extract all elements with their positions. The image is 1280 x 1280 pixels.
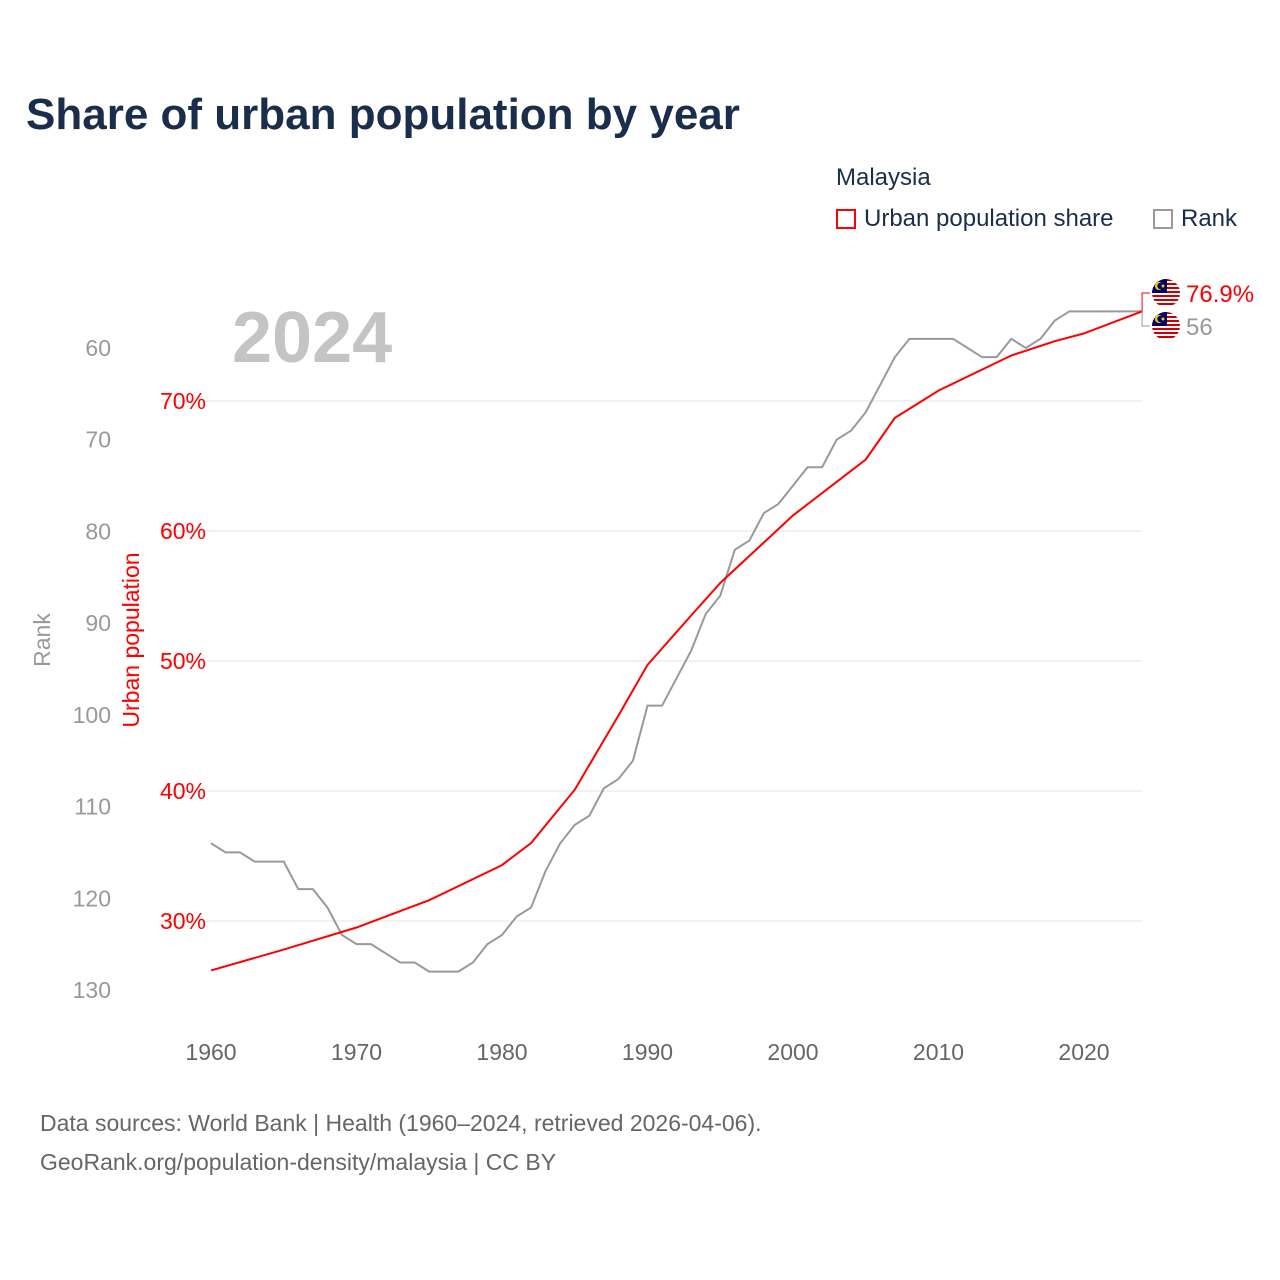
x-tick-label: 2000 [767,1039,818,1065]
flag-stripe [1152,295,1180,297]
x-tick-label: 1970 [331,1039,382,1065]
rank-line [210,310,1143,973]
urban-tick-label: 30% [160,908,206,934]
urban-tick-label: 60% [160,518,206,544]
rank-connector [1141,311,1150,327]
legend-item-urban[interactable]: Urban population share [836,205,1114,233]
legend-label-rank: Rank [1181,205,1238,232]
footer-link[interactable]: GeoRank.org/population-density/malaysia … [40,1149,557,1175]
flag-body [1152,279,1180,307]
rank-end-label: 56 [1186,314,1213,341]
legend-swatch-rank [1153,209,1173,229]
urban-tick-label: 50% [160,648,206,674]
legend-swatch-urban [836,209,856,229]
flag-body [1152,312,1180,340]
malaysia-flag-icon [1152,312,1180,340]
footer-sources: Data sources: World Bank | Health (1960–… [40,1110,762,1136]
x-tick-label: 2020 [1058,1039,1109,1065]
rank-tick-label: 60 [85,335,111,361]
urban-line [210,310,1143,972]
x-tick-label: 2010 [913,1039,964,1065]
rank-tick-label: 100 [73,702,111,728]
urban-tick-label: 70% [160,388,206,414]
urban-connector [1141,292,1150,312]
flag-star [1161,317,1165,321]
legend-label-urban: Urban population share [864,205,1114,232]
flag-stripe [1152,332,1180,334]
flag-stripe [1152,328,1180,330]
flag-crescent-cut [1157,282,1164,290]
year-watermark: 2024 [232,298,392,378]
flag-star [1161,284,1165,288]
legend-title: Malaysia [836,164,931,191]
rank-tick-label: 70 [85,427,111,453]
malaysia-flag-icon [1152,279,1180,307]
legend-item-rank[interactable]: Rank [1153,205,1237,233]
flag-stripe [1152,336,1180,338]
chart-title: Share of urban population by year [26,90,740,139]
rank-tick-label: 130 [73,977,111,1003]
rank-tick-label: 110 [74,794,111,820]
rank-tick-label: 120 [73,885,111,911]
rank-tick-label: 80 [85,518,111,544]
x-tick-label: 1980 [476,1039,527,1065]
rank-tick-label: 90 [85,610,111,636]
rank-axis-label: Rank [29,613,55,667]
x-tick-label: 1990 [622,1039,673,1065]
flag-crescent-cut [1157,315,1164,323]
flag-stripe [1152,303,1180,305]
urban-end-label: 76.9% [1186,281,1254,308]
urban-tick-label: 40% [160,778,206,804]
urban-axis-label: Urban population [118,552,144,727]
x-tick-label: 1960 [185,1039,236,1065]
flag-stripe [1152,299,1180,301]
